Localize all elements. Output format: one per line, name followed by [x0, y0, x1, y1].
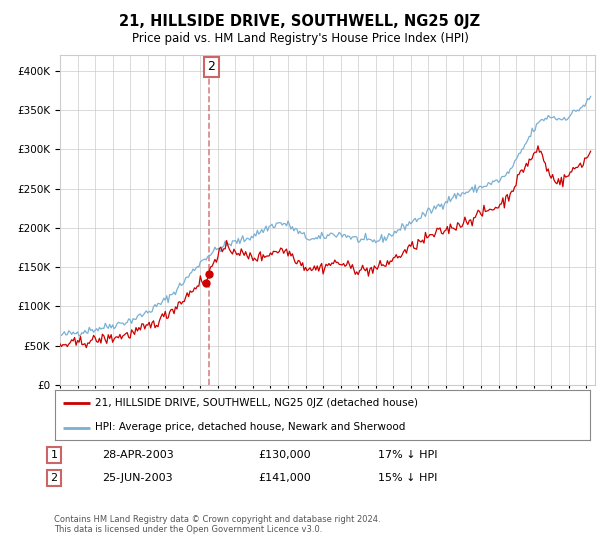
Text: 17% ↓ HPI: 17% ↓ HPI [378, 450, 437, 460]
Text: 15% ↓ HPI: 15% ↓ HPI [378, 473, 437, 483]
Text: 2: 2 [208, 60, 215, 73]
Text: HPI: Average price, detached house, Newark and Sherwood: HPI: Average price, detached house, Newa… [95, 422, 406, 432]
Text: 21, HILLSIDE DRIVE, SOUTHWELL, NG25 0JZ: 21, HILLSIDE DRIVE, SOUTHWELL, NG25 0JZ [119, 14, 481, 29]
Text: 25-JUN-2003: 25-JUN-2003 [102, 473, 173, 483]
Text: 1: 1 [50, 450, 58, 460]
Text: Price paid vs. HM Land Registry's House Price Index (HPI): Price paid vs. HM Land Registry's House … [131, 32, 469, 45]
Text: £130,000: £130,000 [258, 450, 311, 460]
Text: 28-APR-2003: 28-APR-2003 [102, 450, 174, 460]
Text: 21, HILLSIDE DRIVE, SOUTHWELL, NG25 0JZ (detached house): 21, HILLSIDE DRIVE, SOUTHWELL, NG25 0JZ … [95, 398, 418, 408]
Text: Contains HM Land Registry data © Crown copyright and database right 2024.
This d: Contains HM Land Registry data © Crown c… [54, 515, 380, 534]
Text: 2: 2 [50, 473, 58, 483]
Text: £141,000: £141,000 [258, 473, 311, 483]
